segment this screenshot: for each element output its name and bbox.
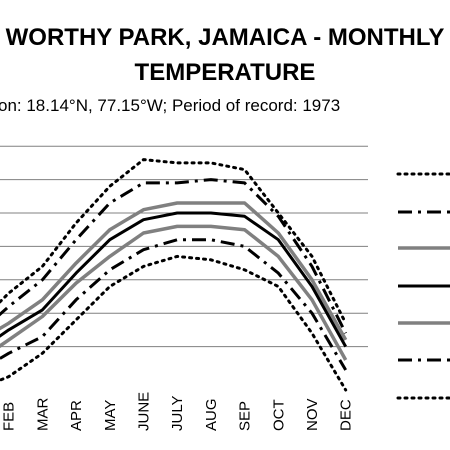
series-line-2 — [0, 178, 348, 334]
series-line-1 — [0, 158, 348, 325]
chart-title-line1: WORTHY PARK, JAMAICA - MONTHLY — [6, 24, 445, 51]
x-tick-label: FEB — [1, 402, 18, 431]
x-tick-label: MAR — [34, 398, 51, 432]
legend — [396, 172, 450, 400]
x-tick-label: NOV — [304, 398, 321, 431]
chart-subtitle: on: 18.14°N, 77.15°W; Period of record: … — [0, 96, 340, 115]
series-line-7 — [0, 254, 348, 392]
x-tick-label: APR — [68, 400, 85, 431]
x-tick-label: AUG — [203, 398, 220, 431]
x-tick-label: OCT — [270, 399, 287, 431]
x-tick-label: JULY — [169, 395, 186, 431]
chart-title-line2: TEMPERATURE — [135, 59, 316, 86]
x-tick-label: MAY — [102, 400, 119, 431]
series-lines — [0, 158, 348, 392]
x-tick-label: SEP — [237, 401, 254, 431]
x-axis-ticks: FEB MAR APR MAY JUNE JULY AUG SEP OCT NOV DEC — [1, 392, 355, 431]
series-line-5 — [0, 224, 348, 361]
series-line-6 — [0, 238, 347, 371]
series-line-4 — [0, 211, 348, 348]
x-tick-label: DEC — [338, 399, 355, 431]
x-tick-label: JUNE — [136, 392, 153, 431]
series-line-3 — [0, 201, 348, 341]
